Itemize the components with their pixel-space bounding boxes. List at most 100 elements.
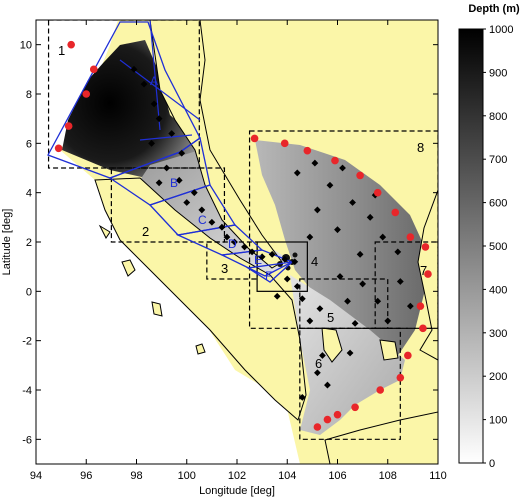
station-marker <box>316 305 324 312</box>
station-marker <box>344 297 351 305</box>
station-marker <box>339 164 346 172</box>
station-marker <box>298 394 306 401</box>
colorbar-tick-label: 900 <box>489 67 507 79</box>
station-marker <box>396 278 404 285</box>
station-marker <box>231 238 238 246</box>
boundary-point <box>416 302 425 310</box>
y-tick-label: -6 <box>22 434 32 446</box>
station-marker <box>248 248 256 256</box>
station-marker <box>374 297 382 305</box>
zone-label-e: E <box>254 253 262 267</box>
station-marker <box>258 253 266 261</box>
x-axis-title: Longitude [deg] <box>199 485 275 497</box>
station-marker <box>150 100 158 108</box>
region-label-1: 1 <box>58 43 65 58</box>
station-marker <box>155 179 163 187</box>
station-marker <box>241 243 248 251</box>
y-tick-label: 4 <box>26 188 32 200</box>
sumatra-island <box>94 177 307 421</box>
boundary-point <box>351 403 359 412</box>
colorbar <box>458 28 484 464</box>
station-marker <box>293 169 301 177</box>
enggano-island <box>195 343 206 355</box>
station-marker <box>311 159 319 167</box>
region-label-5: 5 <box>327 310 334 325</box>
region-label-2: 2 <box>142 224 149 239</box>
station-marker <box>198 206 206 214</box>
colorbar-tick-label: 800 <box>489 111 507 123</box>
station-marker <box>163 164 171 172</box>
boundary-point <box>419 324 427 333</box>
station-marker <box>223 233 231 241</box>
station-marker <box>346 349 354 357</box>
station-marker <box>298 295 306 303</box>
boundary-point <box>391 208 400 217</box>
station-marker <box>281 255 289 263</box>
boundary-point <box>64 122 73 130</box>
station-marker <box>168 130 176 137</box>
station-markers <box>130 65 414 401</box>
station-marker <box>190 189 198 197</box>
y-tick-label: 2 <box>26 237 32 249</box>
zone-label-f: F <box>265 269 272 283</box>
station-marker <box>326 181 334 189</box>
colorbar-tick-label: 700 <box>489 154 507 166</box>
zone-label-c: C <box>198 213 207 227</box>
zone-label-b: B <box>170 176 178 190</box>
station-marker <box>359 280 367 288</box>
x-tick-label: 110 <box>429 470 447 482</box>
boundary-point <box>333 410 342 419</box>
station-marker <box>130 65 138 73</box>
boundary-point <box>67 40 75 49</box>
indian-ocean <box>36 20 300 464</box>
boundary-point <box>323 415 332 424</box>
station-marker <box>306 233 314 241</box>
station-marker <box>175 176 183 184</box>
nias-island <box>121 259 136 277</box>
station-marker <box>155 115 163 123</box>
zone-label-d: D <box>228 237 237 251</box>
y-axis-ticks: 10 8 6 4 2 0 -2 -4 -6 <box>20 40 438 446</box>
zone-outline-f <box>246 261 294 283</box>
station-marker <box>349 199 356 206</box>
station-marker <box>334 226 341 234</box>
boundary-point <box>82 90 91 98</box>
station-marker <box>379 233 387 241</box>
x-tick-label: 104 <box>278 470 296 482</box>
region-label-6: 6 <box>315 356 322 371</box>
x-tick-label: 98 <box>130 470 142 482</box>
x-tick-label: 106 <box>328 470 346 482</box>
y-tick-label: -4 <box>22 385 32 397</box>
boundary-point <box>396 373 405 382</box>
simeulue-island <box>98 224 111 239</box>
x-tick-label: 100 <box>178 470 196 482</box>
zone-outlines <box>47 20 294 283</box>
station-marker <box>324 381 331 389</box>
bangka-island <box>321 327 343 363</box>
riau-islet <box>292 252 298 258</box>
zone-label-a: A <box>150 74 158 88</box>
boundary-point <box>303 146 312 155</box>
station-marker <box>394 248 402 256</box>
boundary-point <box>373 188 382 197</box>
station-marker <box>148 139 155 147</box>
station-marker <box>268 250 276 258</box>
boundary-point <box>424 270 432 278</box>
south-china-sea-depth <box>255 140 426 360</box>
station-marker <box>140 80 148 88</box>
colorbar-tick-label: 100 <box>489 415 507 427</box>
y-tick-label: 6 <box>26 138 32 150</box>
x-tick-label: 102 <box>228 470 246 482</box>
java-island <box>324 411 438 464</box>
andaman-sea-depth <box>62 40 198 180</box>
colorbar-tick-label: 200 <box>489 371 507 383</box>
station-marker <box>283 275 291 283</box>
region-box-8 <box>248 130 438 329</box>
boundary-point <box>54 144 63 153</box>
station-marker <box>291 258 299 266</box>
boundary-point <box>406 233 415 241</box>
y-tick-label: 10 <box>20 40 32 52</box>
station-marker <box>183 199 191 206</box>
